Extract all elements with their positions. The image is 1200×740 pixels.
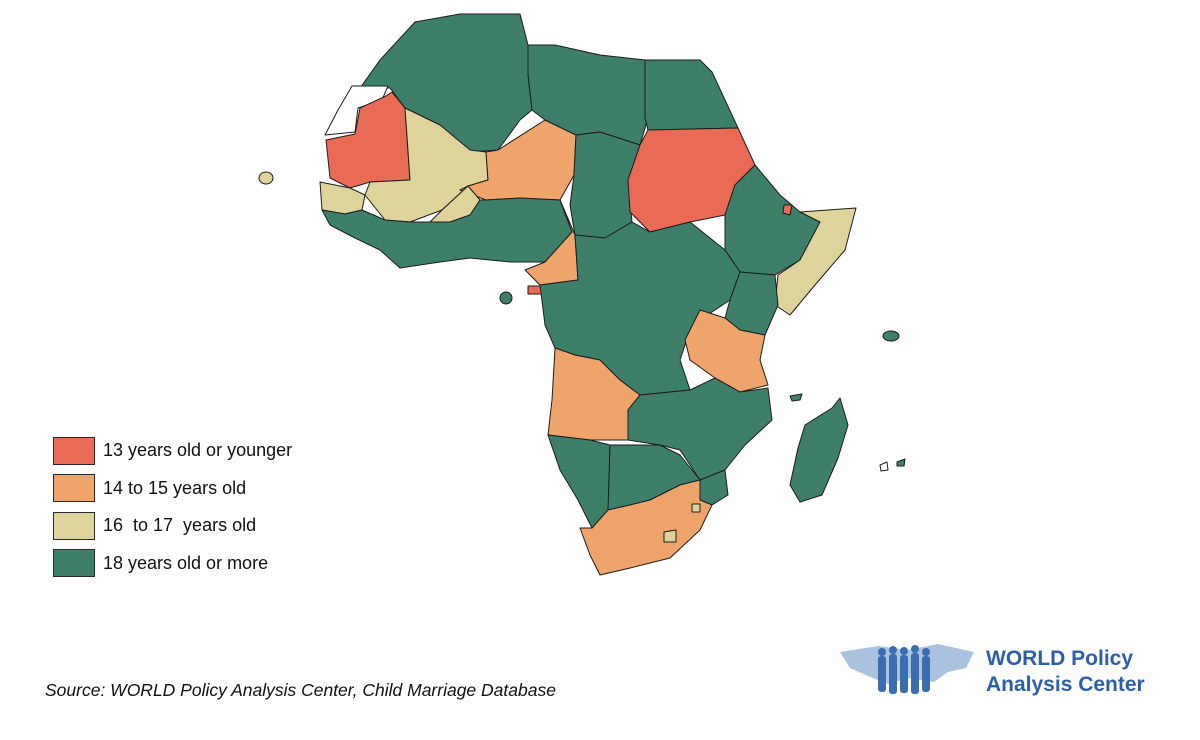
region-comoros[interactable] bbox=[789, 393, 803, 402]
legend-label: 14 to 15 years old bbox=[103, 477, 247, 498]
region-lesotho[interactable] bbox=[663, 529, 677, 543]
legend-item: 14 to 15 years old bbox=[53, 470, 292, 508]
world-map-people-icon bbox=[840, 644, 974, 694]
region-zambia[interactable] bbox=[627, 377, 773, 481]
legend-item: 18 years old or more bbox=[53, 545, 292, 583]
legend-swatch bbox=[53, 549, 95, 578]
region-djibouti[interactable] bbox=[782, 204, 793, 216]
region-somalia[interactable] bbox=[774, 207, 857, 316]
logo-wordmark: WORLD Policy Analysis Center bbox=[986, 646, 1145, 698]
region-mauritania[interactable] bbox=[325, 91, 411, 189]
region-western-sahara[interactable] bbox=[324, 85, 389, 136]
region-morocco-algeria[interactable] bbox=[359, 13, 533, 153]
region-senegal[interactable] bbox=[319, 181, 366, 215]
region-coastal-west-africa[interactable] bbox=[321, 197, 573, 269]
logo-line-2: Analysis Center bbox=[986, 673, 1145, 696]
logo: WORLD Policy Analysis Center bbox=[838, 638, 1178, 708]
region-madagascar[interactable] bbox=[789, 397, 849, 503]
legend-label: 16 to 17 years old bbox=[103, 515, 257, 536]
legend-swatch bbox=[53, 511, 95, 540]
region-seychelles[interactable] bbox=[882, 330, 900, 342]
region-eswatini[interactable] bbox=[691, 503, 701, 513]
legend-label: 13 years old or younger bbox=[103, 440, 293, 461]
legend-item: 16 to 17 years old bbox=[53, 507, 292, 545]
legend: 13 years old or younger 14 to 15 years o… bbox=[53, 432, 292, 582]
region-tanzania[interactable] bbox=[684, 309, 769, 393]
region-cape-verde[interactable] bbox=[258, 171, 274, 185]
region-central-africa[interactable] bbox=[539, 221, 741, 396]
legend-label: 18 years old or more bbox=[103, 552, 269, 573]
logo-line-1: WORLD Policy bbox=[986, 647, 1134, 670]
region-mauritius[interactable] bbox=[896, 458, 906, 467]
region-egypt[interactable] bbox=[644, 59, 739, 131]
region-reunion[interactable] bbox=[879, 461, 889, 472]
source-note: Source: WORLD Policy Analysis Center, Ch… bbox=[45, 680, 556, 700]
region-namibia[interactable] bbox=[547, 434, 611, 529]
region-sao-tome[interactable] bbox=[499, 291, 513, 305]
legend-swatch bbox=[53, 436, 95, 465]
region-south-africa[interactable] bbox=[579, 479, 713, 576]
legend-swatch bbox=[53, 474, 95, 503]
legend-item: 13 years old or younger bbox=[53, 432, 292, 470]
